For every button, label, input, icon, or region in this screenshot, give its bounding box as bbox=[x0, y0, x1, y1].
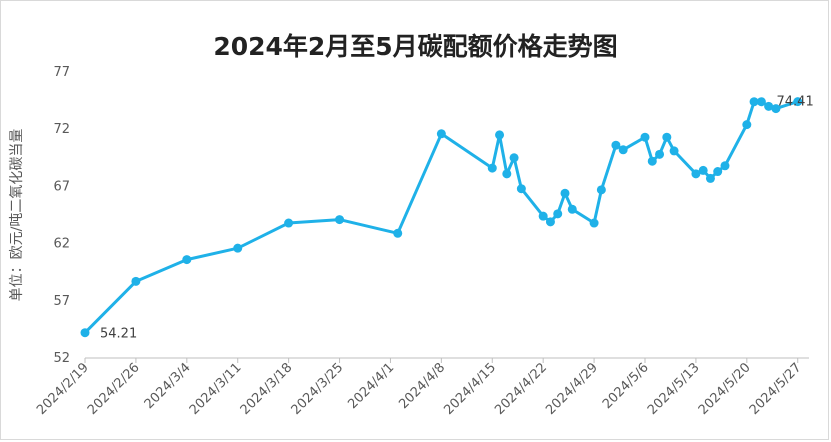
data-point bbox=[771, 104, 781, 114]
x-tick-label: 2024/3/4 bbox=[142, 360, 194, 412]
y-tick-label: 62 bbox=[53, 237, 70, 252]
data-point bbox=[495, 130, 505, 140]
data-point bbox=[545, 217, 555, 227]
y-tick-label: 77 bbox=[53, 65, 70, 80]
data-point bbox=[698, 165, 708, 175]
data-point bbox=[596, 185, 606, 195]
data-point bbox=[655, 149, 665, 159]
x-tick-label: 2024/4/8 bbox=[396, 360, 448, 412]
data-point bbox=[393, 228, 403, 238]
data-point bbox=[509, 153, 519, 163]
data-point bbox=[284, 218, 294, 228]
data-point bbox=[538, 211, 548, 221]
data-point bbox=[705, 173, 715, 183]
y-tick-label: 57 bbox=[53, 294, 70, 309]
x-tick-label: 2024/5/20 bbox=[696, 360, 754, 418]
data-point bbox=[233, 243, 243, 253]
data-point bbox=[611, 140, 621, 150]
data-point bbox=[749, 97, 759, 107]
y-axis-ticks: 52 57 62 67 72 77 bbox=[53, 65, 70, 366]
data-point bbox=[80, 328, 90, 338]
data-point bbox=[662, 132, 672, 142]
data-point bbox=[502, 169, 512, 179]
data-point bbox=[560, 188, 570, 198]
data-point bbox=[567, 204, 577, 214]
data-point bbox=[720, 161, 730, 171]
y-tick-label: 67 bbox=[53, 179, 70, 194]
data-point bbox=[335, 215, 345, 225]
data-point bbox=[669, 146, 679, 156]
data-label: 54.21 bbox=[100, 327, 137, 342]
data-point bbox=[640, 132, 650, 142]
x-tick-label: 2024/5/27 bbox=[747, 360, 805, 418]
x-tick-label: 2024/5/13 bbox=[645, 360, 703, 418]
data-point bbox=[742, 120, 752, 130]
x-tick-label: 2024/4/1 bbox=[345, 360, 397, 412]
data-point bbox=[713, 167, 723, 177]
data-labels: 54.21 74.41 bbox=[100, 95, 814, 342]
data-point bbox=[764, 101, 774, 111]
data-label: 74.41 bbox=[777, 95, 814, 110]
data-point bbox=[647, 156, 657, 166]
y-tick-label: 72 bbox=[53, 122, 70, 137]
data-point bbox=[589, 218, 599, 228]
data-point bbox=[691, 169, 701, 179]
chart-title: 2024年2月至5月碳配额价格走势图 bbox=[213, 32, 618, 61]
x-tick-label: 2024/5/6 bbox=[600, 360, 652, 412]
x-tick-label: 2024/2/26 bbox=[85, 360, 143, 418]
data-point bbox=[436, 129, 446, 139]
data-point bbox=[487, 163, 497, 173]
x-tick-label: 2024/4/22 bbox=[492, 360, 550, 418]
y-tick-label: 52 bbox=[53, 351, 70, 366]
x-tick-label: 2024/3/25 bbox=[289, 360, 347, 418]
x-tick-label: 2024/2/19 bbox=[34, 360, 92, 418]
x-tick-label: 2024/3/11 bbox=[187, 360, 245, 418]
data-point bbox=[756, 97, 766, 107]
data-point bbox=[516, 184, 526, 194]
data-point bbox=[131, 276, 141, 286]
x-tick-label: 2024/4/29 bbox=[543, 360, 601, 418]
data-point bbox=[793, 97, 803, 107]
x-tick-label: 2024/4/15 bbox=[441, 360, 499, 418]
series-points bbox=[80, 97, 803, 338]
data-point bbox=[553, 209, 563, 219]
data-point bbox=[618, 145, 628, 155]
x-tick-label: 2024/3/18 bbox=[238, 360, 296, 418]
data-point bbox=[182, 255, 192, 265]
